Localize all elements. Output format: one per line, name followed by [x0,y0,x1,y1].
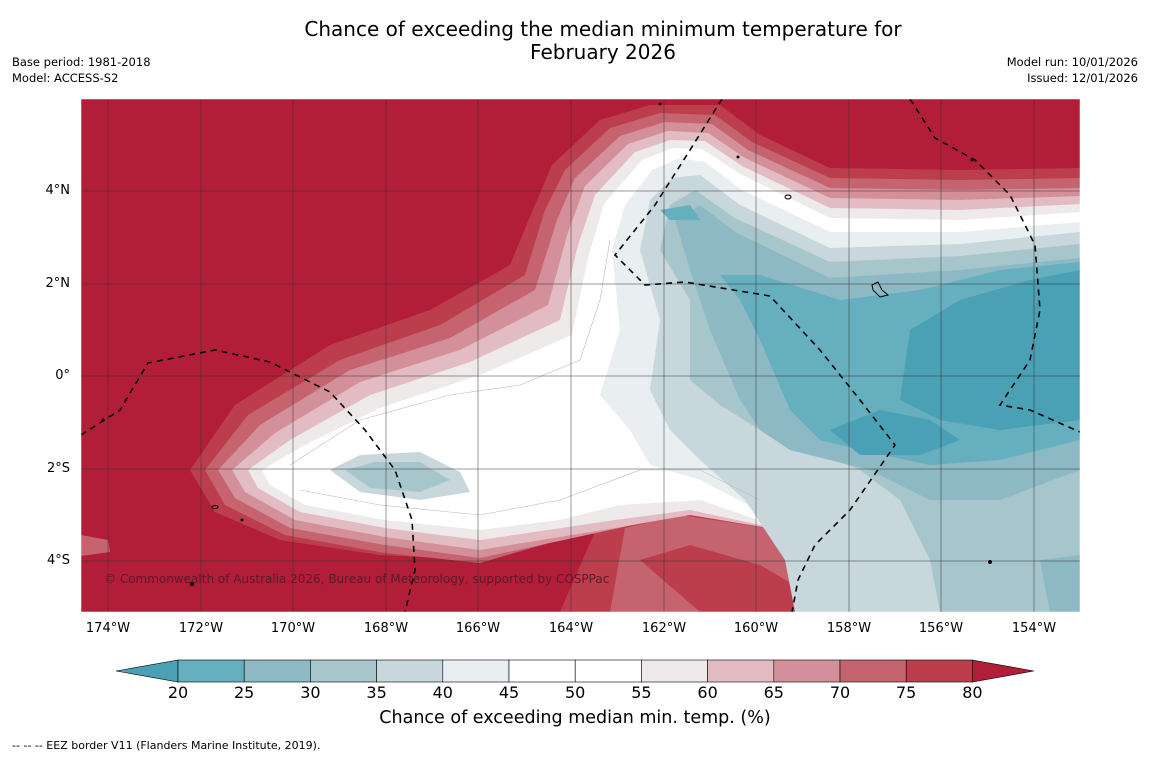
band-se-25-30 [1040,555,1080,612]
base-period: Base period: 1981-2018 [12,55,151,69]
colorbar-below-20 [115,659,179,683]
island-dot-1 [736,155,740,159]
colorbar-tick-35: 35 [366,683,387,702]
colorbar-cell-c30_35 [310,659,377,683]
lat-label-0: 0° [55,368,70,383]
colorbar-tick-50: 50 [565,683,586,702]
probability-field [81,99,1080,612]
colorbar-cell-c25_30 [243,659,311,683]
lat-label-4s: 4°S [46,553,70,568]
island-dot-4 [101,418,105,422]
colorbar-cell-c20_25 [177,659,245,683]
lon-label-162w: 162°W [641,621,687,636]
map-title: Chance of exceeding the median minimum t… [0,18,1150,64]
colorbar-tick-30: 30 [300,683,321,702]
title-line-1: Chance of exceeding the median minimum t… [304,17,902,41]
band-south-hot [640,545,830,612]
title-line-2: February 2026 [530,40,676,64]
band-below-20-patch [830,410,960,455]
eez-footnote: -- -- -- EEZ border V11 (Flanders Marine… [12,739,321,752]
island-dot-3 [970,158,974,162]
colorbar-tick-55: 55 [631,683,652,702]
colorbar-cell-c35_40 [376,659,444,683]
lat-label-4n: 4°N [45,183,71,198]
colorbar-tick-80: 80 [962,683,983,702]
eez-borders [81,99,1080,612]
island-dot-5 [988,560,992,564]
lon-label-164w: 164°W [548,621,594,636]
colorbar-label: Chance of exceeding median min. temp. (%… [379,708,771,728]
colorbar-tick-20: 20 [167,683,189,702]
lon-label-156w: 156°W [918,621,964,636]
meta-right: Model run: 10/01/2026 Issued: 12/01/2026 [1007,54,1138,86]
colorbar-above-80 [972,659,1035,683]
island-dot-6 [190,582,194,586]
lon-label-158w: 158°W [826,621,872,636]
colorbar-tick-25: 25 [234,683,255,702]
colorbar-tick-60: 60 [697,683,718,702]
patch-north [660,205,700,220]
island-west-1 [211,505,219,509]
colorbar-cell-c75_80 [905,659,973,683]
lon-label-174w: 174°W [85,621,131,636]
islands [101,102,992,586]
issued-date: Issued: 12/01/2026 [1027,71,1138,85]
copyright-notice: © Commonwealth of Australia 2026, Bureau… [104,572,610,586]
colorbar-tick-65: 65 [763,683,784,702]
lon-label-168w: 168°W [363,621,409,636]
lat-label-2s: 2°S [46,461,70,476]
colorbar-tick-75: 75 [896,683,917,702]
meta-left: Base period: 1981-2018 Model: ACCESS-S2 [12,54,151,86]
colorbar-cell-c65_70 [773,659,841,683]
warm-patch-west [81,535,110,556]
island-kiritimati [871,281,890,298]
colorbar-cell-c50_55 [574,659,642,683]
map-gridlines [81,99,1080,612]
lon-label-160w: 160°W [733,621,779,636]
island-dot-7 [240,518,244,522]
colorbar-cell-c40_45 [442,659,510,683]
island-tabuaeran [784,194,792,200]
lon-label-170w: 170°W [270,621,316,636]
lat-label-2n: 2°N [45,276,71,291]
colorbar-tick-45: 45 [498,683,520,702]
model-name: Model: ACCESS-S2 [12,71,119,85]
lon-label-172w: 172°W [178,621,224,636]
colorbar-cell-c70_75 [839,659,907,683]
colorbar-cell-c55_60 [641,659,708,683]
band-below-20 [900,270,1080,430]
lon-label-166w: 166°W [455,621,501,636]
colorbar-cell-c60_65 [707,659,775,683]
island-dot-2 [658,102,662,106]
lon-label-154w: 154°W [1011,621,1057,636]
colorbar-cell-c45_50 [508,659,576,683]
colorbar-tick-40: 40 [432,683,453,702]
colorbar-tick-70: 70 [829,683,851,702]
model-run: Model run: 10/01/2026 [1006,55,1138,69]
